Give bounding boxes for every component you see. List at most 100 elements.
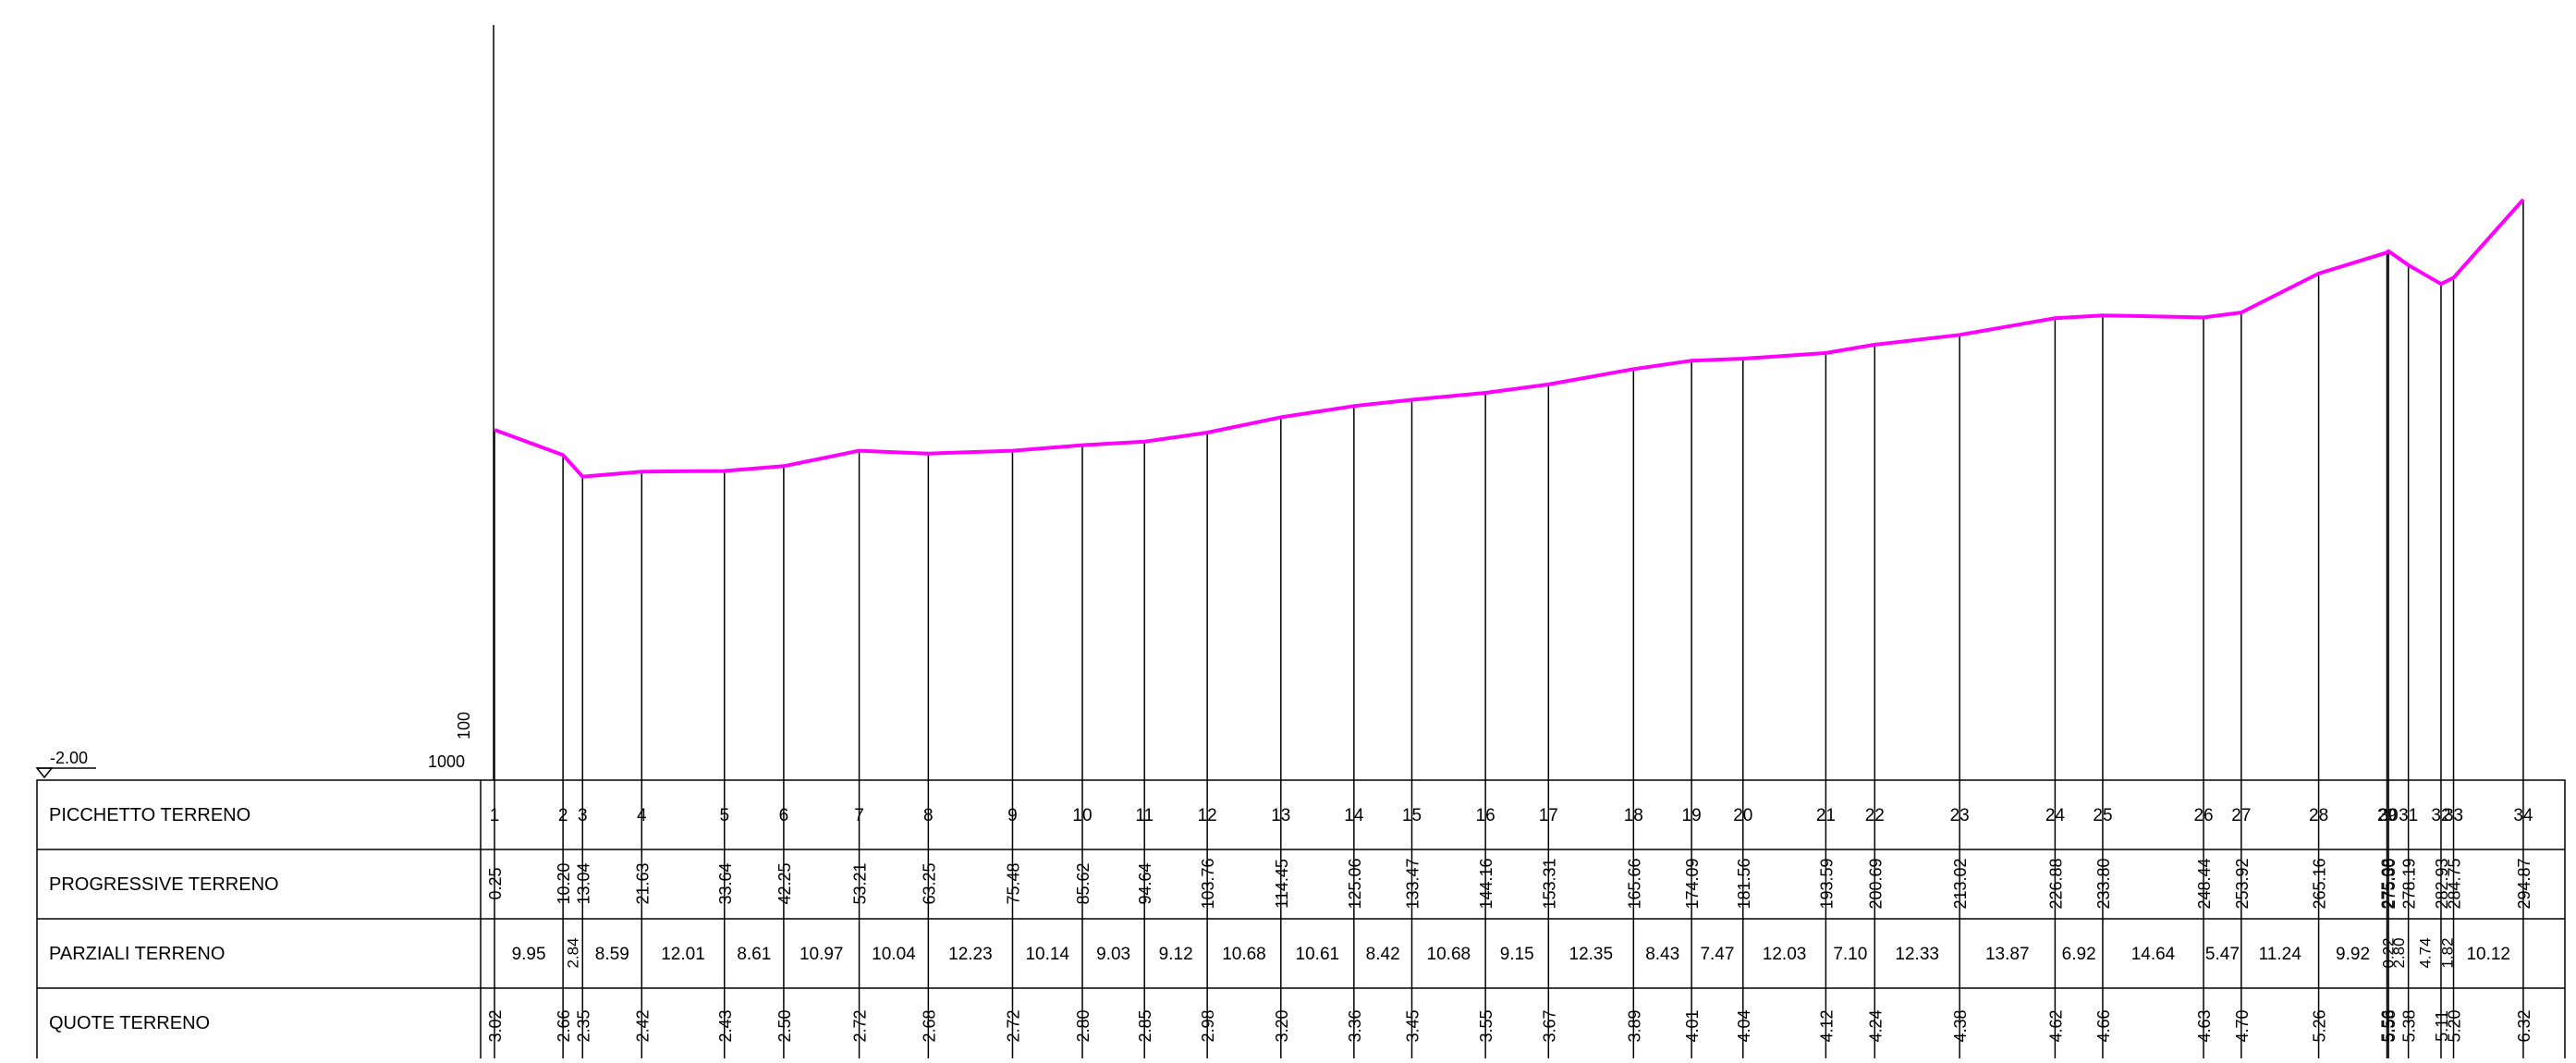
picchetto-label: 31	[2399, 806, 2418, 825]
progressive-label: 165.66	[1625, 858, 1643, 909]
quota-label: 4.24	[1866, 1009, 1885, 1042]
picchetto-label: 7	[854, 806, 864, 825]
quota-label: 4.01	[1683, 1009, 1702, 1042]
parziale-label: 14.64	[2131, 945, 2176, 964]
progressive-label: 144.16	[1477, 858, 1496, 909]
picchetto-label: 22	[1865, 806, 1885, 825]
quota-label: 2.72	[851, 1009, 870, 1042]
picchetto-label: 13	[1271, 806, 1290, 825]
parziale-label: 12.35	[1569, 945, 1614, 964]
parziale-label: 11.24	[2259, 945, 2302, 964]
parziale-label: 10.14	[1025, 945, 1069, 964]
parziale-label: 9.12	[1159, 945, 1193, 964]
picchetto-label: 23	[1950, 806, 1970, 825]
data-table: PICCHETTO TERRENO PROGRESSIVE TERRENO PA…	[36, 779, 2566, 1063]
parziale-label: 2.80	[2390, 937, 2408, 968]
picchetto-label: 9	[1007, 806, 1018, 825]
parziale-label: 4.74	[2416, 937, 2434, 968]
progressive-label: 282.93	[2433, 858, 2451, 909]
progressive-label: 42.25	[775, 862, 794, 904]
parziale-label: 8.61	[737, 945, 771, 964]
progressive-label: 278.19	[2400, 858, 2419, 909]
quota-label: 2.43	[716, 1009, 735, 1042]
progressive-label: 253.92	[2233, 858, 2252, 909]
picchetto-label: 28	[2309, 806, 2328, 825]
picchetto-label: 5	[719, 806, 729, 825]
progressive-label: 114.45	[1273, 859, 1291, 909]
parziale-label: 2.84	[565, 937, 582, 968]
progressive-label: 125.06	[1346, 858, 1364, 909]
datum-label: -2.00	[50, 749, 88, 767]
scale-horizontal-label: 1000	[428, 752, 465, 771]
picchetto-label: 10	[1072, 806, 1092, 825]
progressive-label: 181.56	[1735, 858, 1753, 909]
quota-label: 5.26	[2311, 1009, 2329, 1042]
quota-label: 4.62	[2046, 1009, 2065, 1042]
progressive-label: 33.64	[716, 862, 735, 904]
quota-label: 5.56	[2378, 1009, 2397, 1042]
parziale-label: 7.47	[1700, 945, 1734, 964]
station-lines	[494, 199, 2524, 1063]
quota-label: 2.98	[1199, 1009, 1217, 1042]
parziale-label: 9.95	[512, 945, 546, 964]
parziale-label: 6.92	[2062, 945, 2096, 964]
picchetto-label: 19	[1682, 806, 1702, 825]
parziale-label: 10.04	[872, 945, 916, 964]
quota-label: 3.36	[1346, 1009, 1364, 1042]
picchetto-label: 34	[2513, 806, 2533, 825]
picchetto-label: 16	[1476, 806, 1496, 825]
quota-label: 2.42	[633, 1009, 652, 1042]
progressive-label: 233.80	[2094, 858, 2113, 909]
parziale-label: 8.42	[1366, 945, 1400, 964]
picchetto-label: 33	[2444, 806, 2463, 825]
parziale-label: 12.23	[948, 945, 993, 964]
quota-label: 2.50	[775, 1009, 794, 1042]
terrain-line	[494, 198, 2525, 479]
picchetto-label: 1	[490, 806, 500, 825]
quota-label: 4.70	[2233, 1009, 2252, 1042]
picchetto-label: 3	[578, 806, 588, 825]
picchetto-label: 17	[1539, 806, 1558, 825]
quota-label: 4.12	[1817, 1009, 1836, 1042]
parziale-label: 9.15	[1500, 945, 1534, 964]
quota-label: 4.63	[2195, 1009, 2214, 1042]
progressive-label: 275.08	[2378, 858, 2397, 909]
picchetto-label: 27	[2231, 806, 2251, 825]
picchetto-label: 11	[1135, 806, 1154, 825]
quota-label: 5.20	[2446, 1009, 2464, 1042]
quota-label: 2.80	[1074, 1009, 1093, 1042]
parziale-label: 0.22	[2379, 937, 2397, 968]
picchetto-label: 24	[2045, 806, 2066, 825]
parziale-label: 10.61	[1296, 945, 1340, 964]
quota-label: 5.11	[2433, 1010, 2451, 1042]
progressive-label: 94.64	[1136, 862, 1154, 904]
progressive-label: 10.20	[555, 862, 573, 904]
picchetto-label: 32	[2431, 806, 2450, 825]
progressive-label: 103.76	[1199, 858, 1217, 909]
parziale-label: 12.01	[661, 945, 705, 964]
parziale-label: 13.87	[1985, 945, 2030, 964]
picchetto-label: 26	[2193, 806, 2213, 825]
parziale-label: 10.68	[1222, 945, 1266, 964]
progressive-label: 275.30	[2380, 858, 2399, 909]
picchetto-label: 8	[923, 806, 934, 825]
progressive-label: 53.21	[851, 862, 870, 904]
progressive-label: 85.62	[1074, 862, 1093, 904]
parziale-label: 10.68	[1427, 945, 1471, 964]
quota-label: 5.58	[2380, 1009, 2399, 1042]
picchetto-label: 2	[558, 806, 568, 825]
parziale-label: 8.59	[595, 945, 629, 964]
progressive-label: 63.25	[920, 862, 938, 904]
terrain-profile	[494, 198, 2525, 479]
progressive-label: 265.16	[2311, 858, 2329, 909]
progressive-label: 75.48	[1004, 862, 1022, 904]
progressive-label: 226.88	[2046, 858, 2065, 909]
row-label-quote: QUOTE TERRENO	[49, 1013, 210, 1033]
picchetto-label: 25	[2093, 806, 2112, 825]
quota-label: 2.68	[920, 1009, 938, 1042]
row-label-progressive: PROGRESSIVE TERRENO	[49, 874, 279, 895]
row-label-parziali: PARZIALI TERRENO	[49, 944, 225, 964]
quota-label: 4.38	[1951, 1009, 1970, 1042]
